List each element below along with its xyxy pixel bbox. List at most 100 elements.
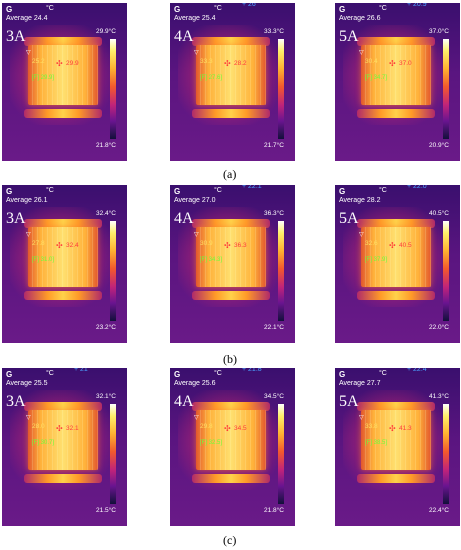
spot-temp-a: 33.8 (365, 423, 378, 430)
region-temp: [F] 38.5] (365, 440, 388, 446)
mode-label: G (339, 187, 346, 196)
thermal-image-b3: G °C Average 28.2 + 22.0 5A ▽ 32.6 ✣ 40.… (335, 185, 460, 343)
color-scale-bar (278, 221, 284, 321)
scale-min: 22.0°C (429, 324, 449, 331)
color-scale-bar (110, 39, 116, 139)
average-label: Average 26.6 (339, 15, 381, 22)
scale-max: 29.9°C (96, 28, 116, 35)
top-bar (192, 37, 270, 46)
scale-min: 20.9°C (429, 142, 449, 149)
heated-panel (28, 45, 98, 105)
scale-max: 40.5°C (429, 210, 449, 217)
heated-panel (196, 410, 266, 470)
spot-temp-b: 41.3 (399, 425, 412, 432)
unit-label: °C (214, 187, 222, 194)
spot-marker-icon: ▽ (359, 415, 364, 421)
color-scale-bar (443, 221, 449, 321)
crosshair-icon: ✣ (224, 424, 231, 433)
thermal-image-c2: G °C Average 25.6 + 21.8 4A ▽ 29.8 ✣ 34.… (170, 368, 295, 526)
scale-max: 37.0°C (429, 28, 449, 35)
thermal-image-a3: G °C Average 26.6 + 20.9 5A ▽ 30.4 ✣ 37.… (335, 3, 460, 161)
scale-max: 33.3°C (264, 28, 284, 35)
color-scale-bar (443, 39, 449, 139)
mode-label: G (174, 370, 181, 379)
mode-label: G (6, 187, 13, 196)
bottom-bar (24, 291, 102, 300)
bottom-bar (357, 474, 435, 483)
bottom-bar (192, 109, 270, 118)
region-temp: [F] 27.6] (200, 75, 223, 81)
region-temp: [F] 34.3] (200, 257, 223, 263)
scale-min: 21.8°C (264, 507, 284, 514)
unit-label: °C (46, 187, 54, 194)
spot-temp-b: 28.2 (234, 60, 247, 67)
scale-min: 21.5°C (96, 507, 116, 514)
crosshair-icon: ✣ (389, 59, 396, 68)
heated-panel (196, 227, 266, 287)
current-label: 3A (6, 28, 26, 45)
current-label: 5A (339, 210, 359, 227)
average-label: Average 26.1 (6, 197, 48, 204)
mode-label: G (6, 5, 13, 14)
current-label: 5A (339, 28, 359, 45)
spot-temp-a: 32.6 (365, 240, 378, 247)
spot-temp-b: 37.0 (399, 60, 412, 67)
average-label: Average 28.2 (339, 197, 381, 204)
unit-label: °C (379, 187, 387, 194)
scale-min: 22.1°C (264, 324, 284, 331)
thermal-image-b2: G °C Average 27.0 + 22.1 4A ▽ 30.9 ✣ 36.… (170, 185, 295, 343)
top-bar (24, 219, 102, 228)
scale-max: 36.3°C (264, 210, 284, 217)
unit-label: °C (379, 370, 387, 377)
thermal-image-a2: G °C Average 25.4 + 26 4A ▽ 33.3 ✣ 28.2 … (170, 3, 295, 161)
bottom-bar (357, 109, 435, 118)
spot-marker-icon: ▽ (359, 232, 364, 238)
camera-spot-label: + 22.1 (242, 185, 262, 190)
region-temp: [F] 31.0] (32, 257, 55, 263)
camera-spot-label: + 21 (74, 368, 88, 373)
mode-label: G (174, 187, 181, 196)
top-bar (24, 402, 102, 411)
mode-label: G (174, 5, 181, 14)
heated-panel (28, 227, 98, 287)
caption-a: (a) (223, 167, 237, 181)
scale-max: 41.3°C (429, 393, 449, 400)
color-scale-bar (278, 404, 284, 504)
mode-label: G (6, 370, 13, 379)
average-label: Average 25.4 (174, 15, 216, 22)
thermal-image-a1: G °C Average 24.4 3A ▽ 25.2 ✣ 29.9 [F] 2… (2, 3, 127, 161)
unit-label: °C (214, 370, 222, 377)
spot-temp-b: 32.4 (66, 242, 79, 249)
current-label: 5A (339, 393, 359, 410)
top-bar (357, 402, 435, 411)
scale-min: 23.2°C (96, 324, 116, 331)
thermal-image-b1: G °C Average 26.1 3A ▽ 27.8 ✣ 32.4 [F] 3… (2, 185, 127, 343)
heated-panel (361, 227, 431, 287)
spot-temp-b: 34.5 (234, 425, 247, 432)
spot-temp-a: 28.0 (32, 423, 45, 430)
spot-marker-icon: ▽ (194, 232, 199, 238)
scale-max: 32.4°C (96, 210, 116, 217)
region-temp: [F] 37.9] (365, 257, 388, 263)
caption-b: (b) (223, 352, 237, 366)
spot-marker-icon: ▽ (194, 415, 199, 421)
caption-c: (c) (223, 533, 237, 547)
color-scale-bar (110, 221, 116, 321)
region-temp: [F] 32.5] (200, 440, 223, 446)
crosshair-icon: ✣ (224, 241, 231, 250)
bottom-bar (24, 474, 102, 483)
scale-min: 22.4°C (429, 507, 449, 514)
camera-spot-label: + 21.8 (242, 368, 262, 373)
current-label: 3A (6, 393, 26, 410)
spot-marker-icon: ▽ (26, 50, 31, 56)
top-bar (24, 37, 102, 46)
color-scale-bar (110, 404, 116, 504)
current-label: 3A (6, 210, 26, 227)
scale-min: 21.7°C (264, 142, 284, 149)
mode-label: G (339, 370, 346, 379)
current-label: 4A (174, 28, 194, 45)
crosshair-icon: ✣ (56, 424, 63, 433)
unit-label: °C (46, 370, 54, 377)
unit-label: °C (214, 5, 222, 12)
region-temp: [F] 30.7] (32, 440, 55, 446)
